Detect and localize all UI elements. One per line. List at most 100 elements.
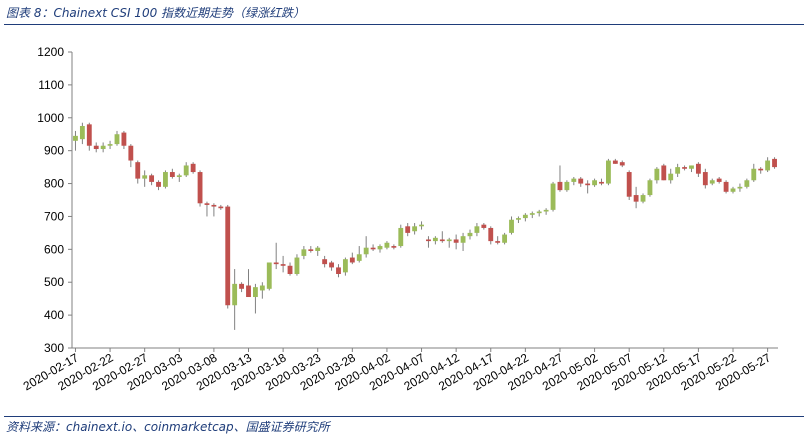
y-tick-label: 1200 <box>37 45 64 59</box>
candle-body <box>93 145 99 150</box>
candle-body <box>675 167 681 174</box>
candle <box>204 201 210 217</box>
candle <box>453 234 459 250</box>
y-tick-label: 400 <box>44 308 64 322</box>
y-tick-label: 500 <box>44 275 64 289</box>
candle <box>543 208 549 215</box>
candle <box>391 244 397 250</box>
candle <box>585 180 591 194</box>
candle-body <box>308 249 314 251</box>
candle <box>163 170 168 189</box>
candle <box>308 246 314 253</box>
y-tick-label: 800 <box>44 177 64 191</box>
candle <box>564 180 570 192</box>
candle-body <box>398 227 404 247</box>
candle <box>668 168 674 184</box>
candle <box>509 216 514 235</box>
candle <box>612 158 618 164</box>
candle <box>737 183 743 192</box>
candle <box>695 162 701 177</box>
y-tick-label: 300 <box>44 341 64 355</box>
candle <box>675 163 681 177</box>
y-tick-label: 900 <box>44 144 64 158</box>
candle-body <box>758 168 764 171</box>
candle-body <box>252 287 258 298</box>
candle-body <box>626 172 632 197</box>
candle-body <box>405 226 411 233</box>
candle-body <box>744 180 750 187</box>
candle <box>107 140 113 150</box>
candle <box>689 165 694 173</box>
candle-body <box>315 247 321 251</box>
candle <box>682 165 687 171</box>
candle <box>287 262 293 276</box>
candle <box>516 216 521 224</box>
candle <box>633 186 639 209</box>
candle-body <box>204 203 210 205</box>
candle-body <box>163 172 168 187</box>
candle-body <box>114 134 120 145</box>
candle-body <box>619 162 625 166</box>
candle-body <box>218 206 224 209</box>
candle-body <box>716 178 722 182</box>
candle-body <box>79 126 85 140</box>
candle-body <box>266 262 272 289</box>
candle-body <box>232 283 238 306</box>
candle-body <box>605 160 611 184</box>
candle <box>467 229 473 240</box>
candle-body <box>301 249 307 256</box>
candle-body <box>446 239 452 242</box>
candle-body <box>765 160 771 171</box>
candle-body <box>100 145 106 150</box>
candle-body <box>356 254 362 261</box>
candle <box>495 236 501 245</box>
candle <box>114 130 120 146</box>
candle <box>232 269 238 330</box>
candle-body <box>287 265 293 274</box>
source-note: 资料来源：chainext.io、coinmarketcap、国盛证券研究所 <box>6 420 330 434</box>
candle <box>592 178 598 187</box>
candle-body <box>495 241 501 243</box>
candle <box>197 170 203 207</box>
candle <box>273 242 279 270</box>
candle-body <box>571 178 577 182</box>
candle <box>723 180 729 194</box>
candle <box>751 163 757 182</box>
candle <box>176 173 182 182</box>
candle-body <box>197 172 203 204</box>
candle-body <box>391 246 397 248</box>
candle <box>571 176 577 186</box>
candle <box>605 158 611 186</box>
candle <box>654 167 660 184</box>
footer-rule <box>4 416 804 417</box>
candle <box>315 246 321 256</box>
candle <box>280 255 286 273</box>
candle <box>578 176 584 187</box>
candle-body <box>564 181 570 191</box>
y-tick-label: 600 <box>44 242 64 256</box>
candle-body <box>772 158 777 168</box>
candle-body <box>86 124 92 146</box>
candle-body <box>668 173 674 181</box>
candle-body <box>709 180 715 184</box>
candle <box>640 193 646 204</box>
candle <box>259 282 265 299</box>
candle-body <box>149 175 155 182</box>
candle <box>384 241 390 250</box>
candle-body <box>640 195 646 202</box>
candle-body <box>522 214 528 219</box>
candle-body <box>426 239 431 242</box>
candle-body <box>723 181 729 192</box>
candle <box>252 283 258 314</box>
candle-body <box>280 264 286 266</box>
candle <box>135 160 141 184</box>
candle-body <box>633 195 639 202</box>
candle <box>73 130 78 151</box>
candle <box>301 246 307 260</box>
candle-body <box>730 188 736 192</box>
candle-body <box>211 204 217 207</box>
candle-body <box>702 172 708 186</box>
candle-body <box>612 160 618 164</box>
candle-body <box>695 163 701 174</box>
candle-body <box>529 213 535 215</box>
